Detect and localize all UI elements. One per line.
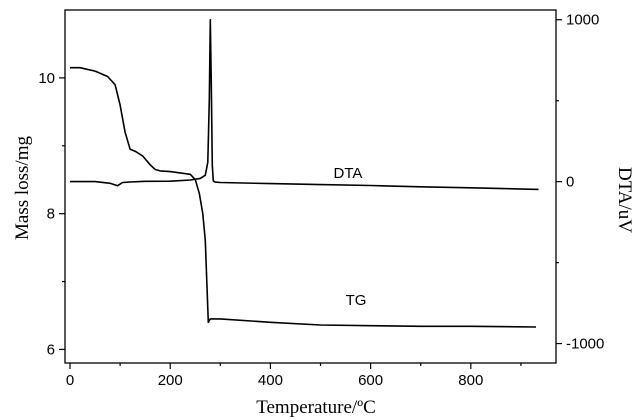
- x-tick-label: 200: [158, 372, 183, 389]
- left-y-tick-label: 6: [47, 341, 55, 358]
- left-y-tick-label: 8: [47, 206, 55, 223]
- left-y-axis-title: Mass loss/mg: [12, 136, 33, 240]
- left-y-tick-label: 10: [38, 70, 55, 87]
- x-axis-title: Temperature/ºC: [256, 397, 376, 418]
- plot-frame: [64, 9, 557, 364]
- x-tick-label: 800: [458, 372, 483, 389]
- right-y-axis-title: DTA/uV: [614, 167, 634, 233]
- right-y-tick-label: -1000: [566, 336, 604, 353]
- x-tick-label: 600: [358, 372, 383, 389]
- chart-labels: Temperature/ºC Mass loss/mg DTA/uV DTA T…: [12, 136, 634, 418]
- x-tick-label: 0: [66, 372, 74, 389]
- right-y-tick-label: 1000: [566, 12, 599, 29]
- data-curves: [70, 18, 539, 328]
- tg-series-label: TG: [346, 292, 367, 309]
- tg-curve: [70, 66, 537, 328]
- dta-series-label: DTA: [334, 165, 363, 182]
- axis-ticks: 0 200 400 600 800 6 8 10 -1000 0 1000: [38, 12, 604, 389]
- right-y-tick-label: 0: [566, 174, 574, 191]
- x-tick-label: 400: [258, 372, 283, 389]
- dta-curve: [70, 18, 539, 191]
- plot-border: [64, 9, 557, 364]
